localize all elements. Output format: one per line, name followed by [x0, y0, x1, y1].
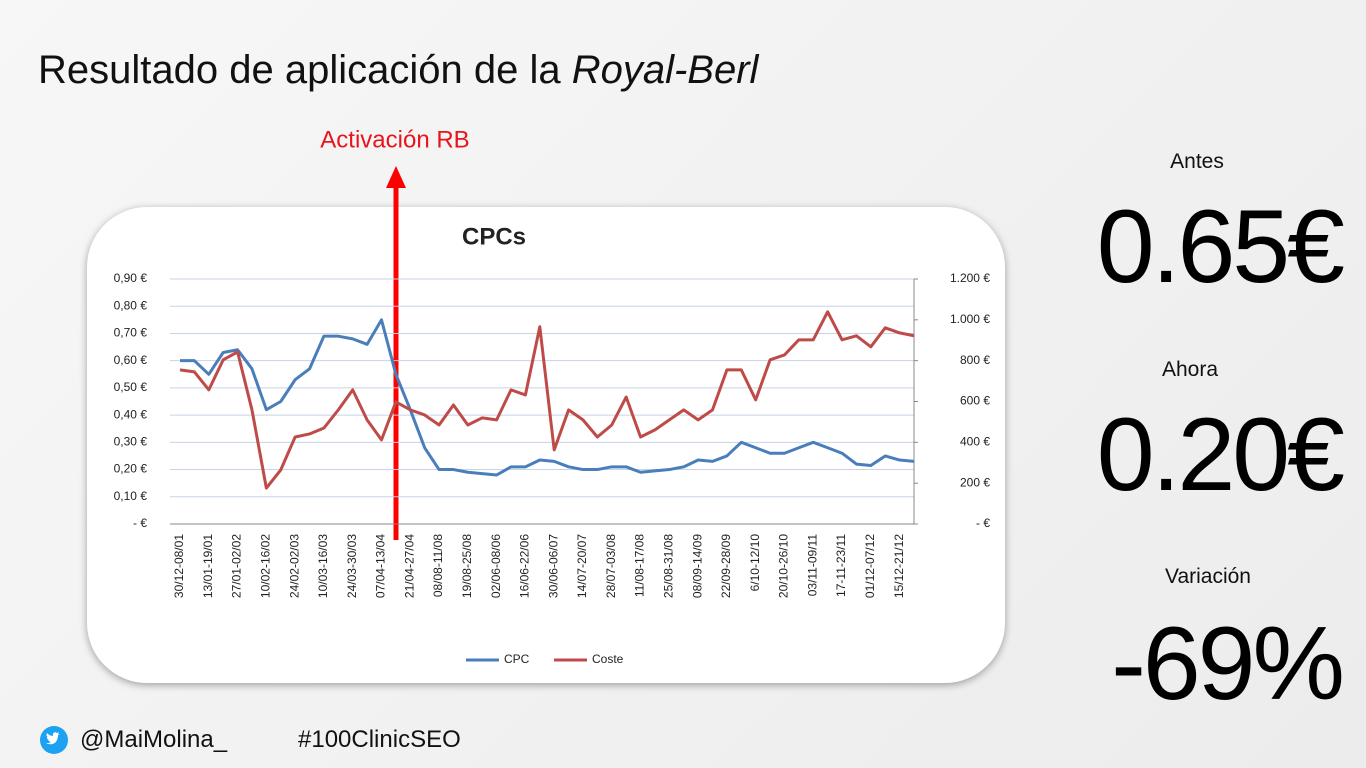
x-tick-label: 24/03-30/03: [345, 534, 359, 598]
title-text: Resultado de aplicación de la: [38, 48, 572, 92]
y-tick-label: 0,80 €: [114, 298, 148, 312]
x-tick-label: 28/07-03/08: [604, 534, 618, 598]
x-tick-label: 11/08-17/08: [633, 534, 647, 597]
x-tick-label: 6/10-12/10: [748, 534, 762, 592]
y2-tick-label: 200 €: [960, 475, 990, 489]
twitter-icon: [40, 726, 68, 754]
series-line: [179, 310, 915, 490]
y2-tick-label: 1.200 €: [950, 271, 990, 285]
arrow-head: [386, 166, 406, 188]
y2-tick-label: 400 €: [960, 435, 990, 449]
y2-tick-label: 1.000 €: [950, 312, 990, 326]
annotation: Activación RB: [320, 126, 469, 153]
x-tick-label: 07/04-13/04: [374, 534, 388, 598]
chart-card: [87, 207, 1005, 683]
legend-label: Coste: [592, 652, 624, 666]
x-tick-label: 01/12-07/12: [863, 534, 877, 598]
legend-label: CPC: [504, 652, 530, 666]
stat-value: -69%: [1111, 606, 1345, 722]
stat-value: 0.65€: [1096, 189, 1345, 305]
stat-label: Antes: [1170, 150, 1224, 173]
x-tick-label: 25/08-31/08: [662, 534, 676, 598]
stat-label: Ahora: [1161, 358, 1219, 381]
x-tick-label: 15/12-21/12: [892, 534, 906, 598]
y-tick-label: 0,20 €: [114, 462, 148, 476]
y2-tick-label: 600 €: [960, 394, 990, 408]
x-tick-label: 19/08-25/08: [460, 534, 474, 598]
y-tick-label: 0,30 €: [114, 435, 148, 449]
hashtag: #100ClinicSEO: [298, 726, 461, 753]
x-tick-label: 10/03-16/03: [316, 534, 330, 598]
x-tick-label: 08/08-11/08: [431, 534, 445, 597]
y-tick-label: 0,90 €: [114, 271, 148, 285]
y-tick-label: 0,10 €: [114, 489, 148, 503]
x-tick-label: 14/07-20/07: [575, 534, 589, 598]
x-tick-label: 20/10-26/10: [777, 534, 791, 598]
x-tick-label: 13/01-19/01: [201, 534, 215, 598]
x-tick-label: 30/12-08/01: [172, 534, 186, 598]
y2-tick-label: 800 €: [960, 353, 990, 367]
series-line: [180, 318, 915, 477]
x-tick-label: 16/06-22/06: [518, 534, 532, 598]
y-tick-label: 0,70 €: [114, 326, 148, 340]
title-italic: Royal-Berl: [571, 48, 759, 92]
x-tick-label: 27/01-02/02: [230, 534, 244, 598]
stat-label: Variación: [1165, 565, 1251, 588]
stat-value: 0.20€: [1096, 397, 1345, 513]
y-tick-label: 0,60 €: [114, 353, 148, 367]
y-tick-label: 0,40 €: [114, 407, 148, 421]
x-tick-label: 30/06-06/07: [546, 534, 560, 598]
x-tick-label: 08/09-14/09: [690, 534, 704, 598]
x-tick-label: 03/11-09/11: [805, 534, 819, 597]
twitter-handle: @MaiMolina_: [80, 726, 228, 753]
x-tick-label: 10/02-16/02: [259, 534, 273, 598]
x-tick-label: 02/06-08/06: [489, 534, 503, 598]
x-tick-label: 17-11-23/11: [834, 534, 848, 597]
x-tick-label: 21/04-27/04: [402, 534, 416, 598]
slide-title: Resultado de aplicación de la Royal-Berl: [38, 48, 758, 93]
y2-tick-label: - €: [976, 516, 990, 530]
y-tick-label: - €: [133, 516, 147, 530]
x-tick-label: 22/09-28/09: [719, 534, 733, 598]
x-tick-label: 24/02-02/03: [287, 534, 301, 598]
chart-title: CPCs: [462, 223, 526, 250]
y-tick-label: 0,50 €: [114, 380, 148, 394]
